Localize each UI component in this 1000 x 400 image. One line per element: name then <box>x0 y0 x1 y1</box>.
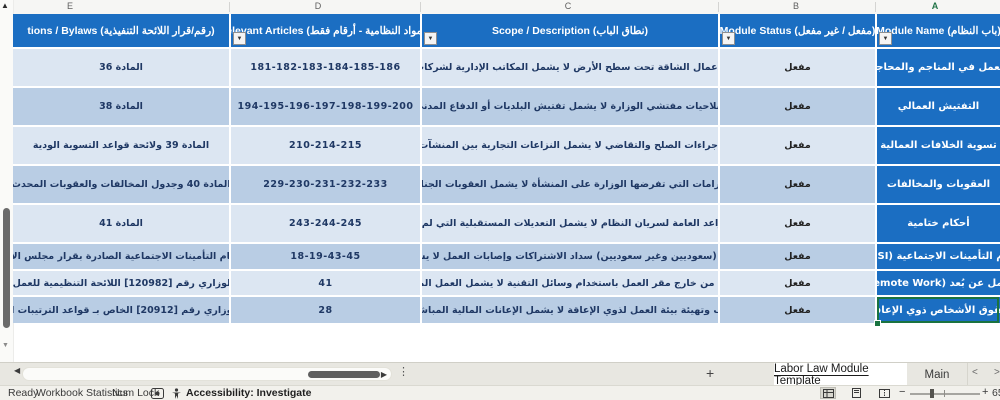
column-divider <box>229 2 230 12</box>
scroll-up-icon[interactable]: ▲ <box>1 1 9 10</box>
zoom-out-button[interactable]: − <box>899 386 906 398</box>
column-letter-a[interactable]: A <box>931 1 939 11</box>
filter-dropdown-icon[interactable]: ▼ <box>879 32 892 45</box>
column-divider <box>718 2 719 12</box>
num-lock-indicator: Num Lock <box>112 387 160 399</box>
page-break-preview-button[interactable] <box>876 387 892 399</box>
cell-articles[interactable]: 18-19-43-45 <box>231 244 420 269</box>
cell-scope[interactable]: إجراءات الصلح والتقاضي لا يشمل النزاعات … <box>422 127 718 164</box>
hscroll-right-icon[interactable]: ▶ <box>380 370 387 379</box>
cell-bylaws[interactable]: المادة 38 <box>13 88 229 125</box>
header-module-name[interactable]: Module Name (باب النظام) ▼ <box>877 14 1000 47</box>
filter-dropdown-icon[interactable]: ▼ <box>233 32 246 45</box>
cell-module[interactable]: التفتيش العمالي <box>877 88 1000 125</box>
column-headers-row: E D C B A <box>0 0 1000 15</box>
cell-module[interactable]: العقوبات والمخالفات <box>877 166 1000 203</box>
cell-status[interactable]: مفعل <box>720 166 875 203</box>
tab-splitter-icon[interactable]: ⋮ <box>398 366 409 378</box>
cell-module[interactable]: العمل في المناجم والمحاجر <box>877 49 1000 86</box>
cell-scope[interactable]: الغرامات التي تفرضها الوزارة على المنشأة… <box>422 166 718 203</box>
status-bar: Ready Workbook Statistics Num Lock Acces… <box>0 385 1000 400</box>
column-letter-c[interactable]: C <box>564 1 572 11</box>
filter-dropdown-icon[interactable]: ▼ <box>722 32 735 45</box>
workbook-statistics-button[interactable]: Workbook Statistics <box>36 387 129 399</box>
cell-status[interactable]: مفعل <box>720 205 875 242</box>
cell-articles[interactable]: 41 <box>231 271 420 295</box>
zoom-level[interactable]: 65 <box>992 387 1000 399</box>
new-sheet-button[interactable]: + <box>706 365 715 381</box>
column-letter-d[interactable]: D <box>314 1 322 11</box>
cell-status[interactable]: مفعل <box>720 244 875 269</box>
cell-module[interactable]: نظام التأمينات الاجتماعية (GOSI) <box>877 244 1000 269</box>
header-scope[interactable]: Scope / Description (نطاق الباب) ▼ <box>422 14 718 47</box>
cell-status[interactable]: مفعل <box>720 49 875 86</box>
column-letter-e[interactable]: E <box>66 1 74 11</box>
accessibility-icon[interactable] <box>171 388 182 400</box>
zoom-slider-notch <box>944 390 945 397</box>
horizontal-scrollbar[interactable]: ▶ <box>22 367 392 381</box>
cell-bylaws[interactable]: المادة 41 <box>13 205 229 242</box>
cell-articles[interactable]: 229-230-231-232-233 <box>231 166 420 203</box>
horizontal-scrollbar-thumb[interactable] <box>308 371 380 378</box>
cell-bylaws[interactable]: القرار الوزاري رقم [20912] الخاص بـ قواع… <box>13 297 229 323</box>
header-articles[interactable]: Relevant Articles (المواد النظامية - أرق… <box>231 14 420 47</box>
cell-module[interactable]: العمل عن بُعد (Remote Work) <box>877 271 1000 295</box>
cell-scope[interactable]: يختص بالأعمال الشاقة تحت سطح الأرض لا يش… <box>422 49 718 86</box>
zoom-slider-handle[interactable] <box>930 389 934 398</box>
accessibility-status-button[interactable]: Accessibility: Investigate <box>186 387 312 399</box>
worksheet-table: tions / Bylaws (رقم/قرار اللائحة التنفيذ… <box>13 14 1000 323</box>
filter-dropdown-icon[interactable]: ▼ <box>424 32 437 45</box>
ready-indicator: Ready <box>8 387 39 399</box>
zoom-slider[interactable] <box>910 393 980 395</box>
sheet-tab-bar: ◀ ▶ ⋮ + Labor Law Module Template Main <… <box>0 362 1000 385</box>
cell-scope[interactable]: القواعد العامة لسريان النظام لا يشمل الت… <box>422 205 718 242</box>
header-status[interactable]: Module Status (مفعل / غير مفعل) ▼ <box>720 14 875 47</box>
fill-handle[interactable] <box>874 320 881 327</box>
cell-module[interactable]: أحكام ختامية <box>877 205 1000 242</box>
hscroll-left-icon[interactable]: ◀ <box>14 366 21 375</box>
cell-bylaws[interactable]: المادة 36 <box>13 49 229 86</box>
macro-record-icon[interactable] <box>151 388 164 399</box>
column-divider <box>420 2 421 12</box>
cell-scope[interactable]: تنظيم أداء المهام الوظيفية من خارج مقر ا… <box>422 271 718 295</box>
sheet-tab-main[interactable]: Main <box>907 363 968 385</box>
cell-articles[interactable]: 243-244-245 <box>231 205 420 242</box>
normal-view-button[interactable] <box>820 387 836 399</box>
cell-scope[interactable]: صلاحيات مفتشي الوزارة لا يشمل تفتيش البل… <box>422 88 718 125</box>
cell-articles[interactable]: 210-214-215 <box>231 127 420 164</box>
cell-scope[interactable]: يختص بتسجيل المشتركين (سعوديين وغير سعود… <box>422 244 718 269</box>
vertical-scrollbar[interactable]: ▲ ▼ <box>0 0 14 362</box>
column-letter-b[interactable]: B <box>792 1 800 11</box>
cell-scope[interactable]: يختص بتوظيف وتهيئة بيئة العمل لذوي الإعا… <box>422 297 718 323</box>
cell-status[interactable]: مفعل <box>720 297 875 323</box>
cell-articles[interactable]: 28 <box>231 297 420 323</box>
cell-status[interactable]: مفعل <box>720 271 875 295</box>
page-layout-view-button[interactable] <box>848 387 864 399</box>
cell-module-selected[interactable]: حقوق الأشخاص ذوي الإعاقة <box>877 297 1000 323</box>
cell-status[interactable]: مفعل <box>720 127 875 164</box>
cell-status[interactable]: مفعل <box>720 88 875 125</box>
zoom-in-button[interactable]: + <box>982 386 989 398</box>
sheet-tab-labor-law[interactable]: Labor Law Module Template <box>774 363 907 385</box>
cell-bylaws[interactable]: المادة 40 وجدول المخالفات والعقوبات المح… <box>13 166 229 203</box>
cell-bylaws[interactable]: المادة 39 ولائحة قواعد التسوية الودية <box>13 127 229 164</box>
cell-module[interactable]: تسوية الخلافات العمالية <box>877 127 1000 164</box>
tab-scroll-right-icon[interactable]: > <box>994 367 1000 378</box>
header-bylaws[interactable]: tions / Bylaws (رقم/قرار اللائحة التنفيذ… <box>13 14 229 47</box>
column-divider <box>875 2 876 12</box>
cell-bylaws[interactable]: القرار الوزاري رقم [120982] اللائحة التن… <box>13 271 229 295</box>
vertical-scrollbar-thumb[interactable] <box>3 208 10 328</box>
cell-articles[interactable]: 181-182-183-184-185-186 <box>231 49 420 86</box>
scroll-down-icon[interactable]: ▼ <box>2 342 9 349</box>
cell-articles[interactable]: 194-195-196-197-198-199-200 <box>231 88 420 125</box>
tab-scroll-left-icon[interactable]: < <box>972 367 978 378</box>
cell-bylaws[interactable]: اللوائح التنفيذية لنظام التأمينات الاجتم… <box>13 244 229 269</box>
